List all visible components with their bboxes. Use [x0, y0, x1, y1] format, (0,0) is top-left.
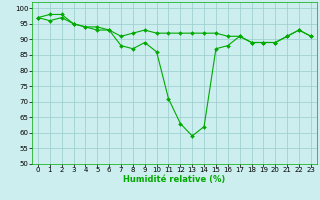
X-axis label: Humidité relative (%): Humidité relative (%): [123, 175, 226, 184]
